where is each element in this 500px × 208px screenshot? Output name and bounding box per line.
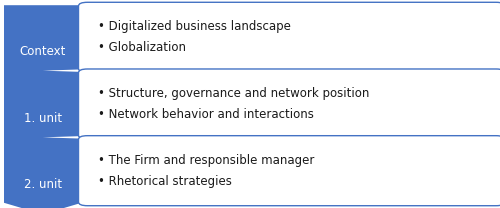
Text: • Digitalized business landscape: • Digitalized business landscape — [98, 20, 292, 33]
Polygon shape — [4, 5, 82, 208]
Text: Context: Context — [20, 45, 66, 58]
Text: 1. unit: 1. unit — [24, 112, 62, 125]
Text: • Globalization: • Globalization — [98, 41, 186, 54]
Text: • Rhetorical strategies: • Rhetorical strategies — [98, 175, 232, 188]
FancyBboxPatch shape — [78, 136, 500, 206]
FancyBboxPatch shape — [78, 2, 500, 72]
FancyBboxPatch shape — [78, 69, 500, 139]
Text: 2. unit: 2. unit — [24, 178, 62, 191]
Text: • The Firm and responsible manager: • The Firm and responsible manager — [98, 154, 315, 167]
Text: • Network behavior and interactions: • Network behavior and interactions — [98, 108, 314, 121]
Text: • Structure, governance and network position: • Structure, governance and network posi… — [98, 87, 370, 100]
